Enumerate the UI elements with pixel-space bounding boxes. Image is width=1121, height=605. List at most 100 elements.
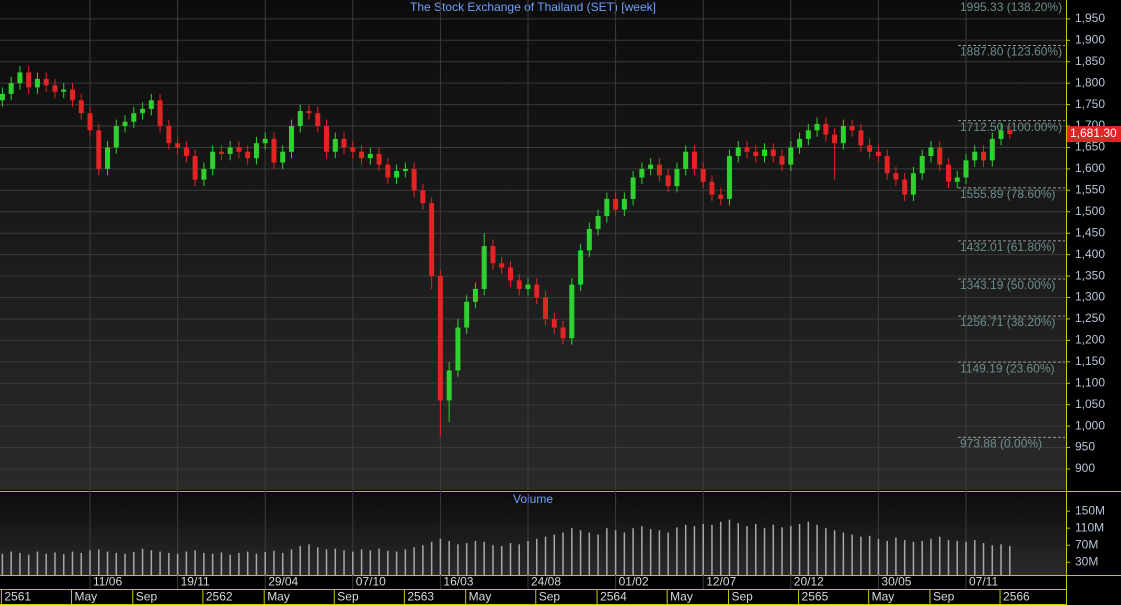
fib-level-label: 1887.80 (123.60%)	[960, 45, 1062, 59]
volume-bar	[492, 545, 494, 575]
volume-bar	[641, 526, 643, 575]
volume-bar	[588, 532, 591, 575]
candle-body	[639, 168, 645, 178]
volume-bar	[562, 532, 564, 575]
volume-bar	[325, 549, 328, 575]
candle-body	[691, 151, 697, 169]
candle-body	[61, 89, 67, 92]
x-tick-label: 16/03	[443, 575, 473, 589]
y-tick-label: 950	[1075, 440, 1095, 454]
volume-bar	[115, 552, 118, 575]
volume-bar	[544, 536, 547, 575]
volume-bar	[176, 553, 179, 575]
volume-bar	[255, 553, 258, 575]
volume-bar	[89, 550, 91, 575]
volume-bar	[378, 548, 380, 575]
volume-bar	[974, 540, 976, 575]
volume-bar	[860, 536, 862, 575]
volume-bar	[220, 552, 223, 575]
candle-body	[350, 147, 356, 152]
chart-title: The Stock Exchange of Thailand (SET) [we…	[410, 0, 656, 14]
volume-bar	[422, 545, 424, 575]
candle-body	[315, 113, 321, 127]
candle-body	[262, 138, 268, 144]
x-period-label: May	[74, 590, 97, 604]
volume-bar	[614, 530, 617, 575]
candle-body	[69, 89, 75, 101]
candle-body	[945, 164, 951, 182]
y-tick-label: 110M	[1075, 520, 1104, 534]
candle-body	[700, 168, 706, 182]
candle-body	[192, 156, 198, 180]
candle-body	[175, 143, 181, 148]
x-period-label: Sep	[731, 590, 753, 604]
volume-bar	[457, 544, 459, 575]
candle-body	[972, 151, 978, 161]
volume-bar	[343, 550, 345, 575]
volume-bar	[728, 519, 731, 575]
y-tick-label: 1,900	[1075, 32, 1105, 46]
candle-body	[648, 164, 654, 169]
candle-body	[122, 121, 128, 127]
candle-body	[762, 149, 768, 157]
volume-bar	[912, 541, 915, 575]
volume-bar	[334, 548, 337, 575]
y-tick-label: 1,350	[1075, 268, 1105, 282]
candle-body	[744, 147, 750, 152]
y-tick-label: 1,400	[1075, 247, 1105, 261]
x-tick-label: 20/12	[794, 575, 824, 589]
volume-bar	[763, 528, 766, 575]
volume-bar	[71, 551, 74, 575]
candle-body	[1007, 130, 1013, 135]
volume-bar	[150, 550, 153, 575]
candle-body	[902, 179, 908, 195]
volume-bar	[553, 534, 556, 575]
candle-body	[140, 108, 146, 114]
candle-body	[840, 126, 846, 144]
volume-bar	[956, 540, 958, 575]
volume-bar	[527, 540, 529, 575]
candle-body	[595, 216, 601, 229]
volume-bar	[203, 552, 205, 575]
candle-body	[849, 126, 855, 131]
volume-bar	[781, 527, 783, 575]
candle-body	[753, 151, 759, 157]
x-tick-label: 12/07	[706, 575, 736, 589]
candle-body	[954, 177, 960, 182]
candle-body	[306, 111, 312, 114]
y-tick-label: 1,450	[1075, 225, 1105, 239]
candle-body	[446, 370, 452, 401]
candle-body	[989, 138, 995, 161]
candle-body	[166, 126, 172, 144]
volume-bar	[465, 543, 468, 575]
x-period-label: 2566	[1003, 590, 1030, 604]
candle-body	[131, 113, 137, 122]
y-tick-label: 1,150	[1075, 354, 1105, 368]
candle-body	[709, 181, 715, 195]
x-period-label: May	[872, 590, 895, 604]
candle-body	[893, 173, 899, 180]
volume-bar	[965, 541, 967, 575]
x-period-label: 2561	[4, 590, 31, 604]
candle-body	[507, 267, 513, 281]
volume-bar	[448, 540, 450, 575]
candle-body	[621, 198, 627, 210]
x-period-label: 2565	[802, 590, 829, 604]
x-tick-label: 01/02	[619, 575, 649, 589]
x-period-label: May	[267, 590, 290, 604]
candle-body	[0, 93, 5, 101]
volume-bar	[947, 540, 950, 575]
volume-bar	[886, 540, 888, 575]
fib-level-label: 1712.50 (100.00%)	[960, 120, 1062, 134]
candle-body	[656, 164, 662, 176]
volume-title: Volume	[513, 492, 553, 506]
candle-body	[359, 151, 365, 159]
x-period-label: 2562	[206, 590, 233, 604]
volume-bar	[308, 544, 310, 575]
candle-body	[332, 138, 338, 152]
volume-bar	[571, 528, 573, 575]
candle-body	[578, 250, 584, 285]
y-tick-label: 150M	[1075, 503, 1105, 517]
volume-bar	[895, 537, 897, 575]
candle-body	[981, 151, 987, 161]
